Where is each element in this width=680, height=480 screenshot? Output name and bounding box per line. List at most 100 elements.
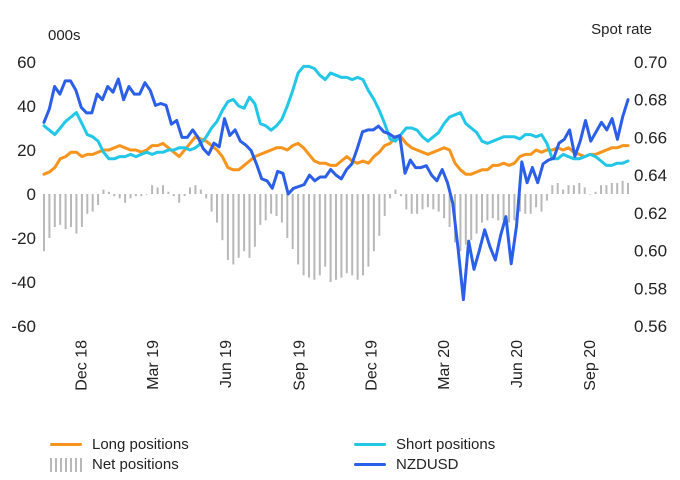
net-bar [280, 194, 283, 223]
net-bar [162, 185, 164, 194]
net-bar [243, 194, 246, 252]
x-tick-label: Mar 20 [436, 340, 453, 390]
right-tick-label: 0.60 [634, 242, 667, 261]
net-bar [432, 194, 435, 210]
net-bar [275, 194, 278, 216]
net-bar [600, 185, 602, 194]
net-bar [329, 194, 332, 282]
legend: Long positions Net positions Short posit… [50, 436, 610, 476]
x-tick-label: Sep 19 [291, 340, 308, 391]
net-bar [48, 194, 51, 238]
net-bar [318, 194, 321, 276]
left-tick-label: 40 [17, 97, 36, 116]
net-bar [151, 185, 154, 194]
right-tick-label: 0.58 [634, 279, 667, 298]
net-bar [345, 194, 348, 274]
legend-item-long: Long positions [50, 436, 189, 453]
net-bar [86, 194, 89, 214]
right-tick-label: 0.68 [634, 91, 667, 110]
right-tick-label: 0.70 [634, 53, 667, 72]
net-bar [351, 194, 354, 276]
net-bar [567, 185, 570, 194]
net-bar [313, 194, 316, 280]
legend-label-net: Net positions [92, 456, 179, 473]
net-bar [405, 194, 408, 210]
net-bar [102, 189, 105, 194]
right-axis-ticks: 0.70 0.68 0.66 0.64 0.62 0.60 0.58 0.56 [634, 53, 667, 336]
right-tick-label: 0.56 [634, 317, 667, 336]
legend-swatch-long [50, 443, 82, 446]
short-positions-line [42, 64, 630, 167]
net-bar [616, 183, 619, 194]
net-bar [118, 194, 121, 199]
net-bar [237, 194, 240, 258]
right-axis-unit: Spot rate [591, 21, 652, 38]
net-bar [194, 185, 197, 194]
net-bar [556, 183, 559, 194]
net-bar [437, 194, 440, 212]
net-bar [80, 194, 83, 227]
x-tick-label: Dec 19 [364, 340, 381, 391]
net-bar [134, 194, 137, 197]
net-bar [540, 194, 543, 212]
net-bar [551, 185, 554, 194]
net-bar [475, 194, 478, 234]
net-bar [572, 185, 575, 194]
net-bar [270, 194, 273, 214]
long-positions-line [42, 135, 630, 176]
left-tick-label: 0 [27, 185, 36, 204]
net-bar [621, 180, 624, 194]
net-bar [145, 194, 148, 195]
net-bar [362, 194, 364, 276]
left-tick-label: 60 [17, 53, 36, 72]
net-bar [221, 194, 224, 241]
net-bar [486, 194, 489, 221]
legend-swatch-net [50, 457, 82, 472]
left-axis-unit: 000s [48, 27, 81, 44]
nzdusd-line [42, 77, 630, 302]
net-bar [389, 194, 392, 199]
net-bar [513, 194, 516, 221]
net-bar [308, 194, 310, 278]
x-axis-ticks: Dec 18 Mar 19 Jun 19 Sep 19 Dec 19 Mar 20 Jun … [74, 340, 600, 391]
net-bar [578, 183, 581, 194]
net-bar [535, 194, 538, 208]
net-bar [248, 194, 251, 258]
legend-item-short: Short positions [354, 436, 495, 453]
x-tick-label: Jun 20 [509, 340, 526, 388]
net-bar [464, 194, 467, 245]
net-bar [286, 194, 289, 238]
net-bar [421, 194, 424, 210]
x-tick-label: Jun 19 [218, 340, 235, 388]
net-bar [481, 194, 483, 223]
net-bar [70, 194, 72, 227]
net-bar [627, 183, 629, 194]
net-bar [394, 189, 397, 194]
net-bar [129, 194, 132, 199]
net-bar [210, 194, 213, 212]
net-bar [356, 194, 359, 280]
net-bar [416, 194, 419, 214]
net-bar [594, 191, 597, 194]
net-bar [232, 194, 235, 265]
net-bar [605, 185, 608, 194]
right-tick-label: 0.62 [634, 204, 667, 223]
net-bar [367, 194, 370, 267]
x-tick-label: Mar 19 [145, 340, 162, 390]
net-bar [97, 194, 100, 205]
left-axis-ticks: 60 40 20 0 -20 -40 -60 [11, 53, 36, 336]
net-bar [340, 194, 343, 278]
net-bar [302, 194, 305, 276]
net-bar [378, 194, 381, 236]
net-bar [75, 194, 78, 234]
net-bar [297, 194, 300, 265]
net-bar [113, 194, 116, 197]
net-bar [335, 194, 337, 280]
net-bar [107, 191, 110, 194]
net-bar [372, 194, 375, 252]
net-bar [324, 194, 327, 267]
net-bar [291, 194, 294, 249]
legend-item-net: Net positions [50, 456, 179, 473]
net-bar [589, 194, 592, 195]
